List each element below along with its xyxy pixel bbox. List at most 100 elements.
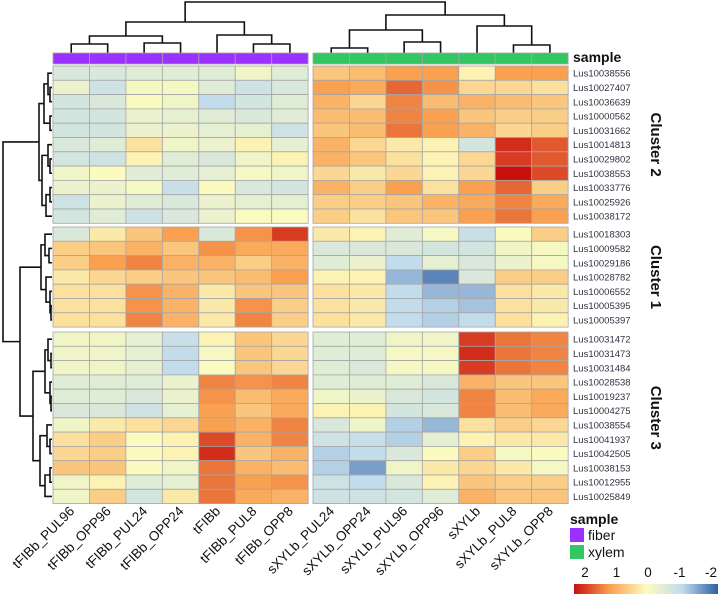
heatmap-cell [494, 94, 533, 110]
dendrogram-branch [476, 25, 533, 53]
colorbar-tick-label: -1 [673, 565, 685, 580]
heatmap-cell [271, 283, 309, 299]
heatmap-cell [271, 460, 309, 476]
heatmap-cell [531, 431, 569, 447]
heatmap-cell [421, 208, 460, 224]
row-label: Lus10006552 [573, 287, 631, 298]
row-label: Lus10038554 [573, 420, 631, 431]
heatmap-cell [125, 137, 163, 153]
heatmap-cell [494, 360, 533, 376]
cluster-label: Cluster 1 [647, 245, 664, 309]
heatmap-cell [458, 331, 496, 347]
heatmap-cell [312, 137, 350, 153]
heatmap-cell [312, 474, 350, 490]
heatmap-cell [421, 474, 460, 490]
column-label: tFIBb [190, 504, 223, 537]
heatmap-cell [198, 240, 236, 257]
heatmap-cell [385, 374, 423, 390]
heatmap-cell [271, 474, 309, 490]
heatmap-cell [161, 298, 200, 314]
heatmap-cell [234, 137, 273, 153]
colorbar-tick-label: 2 [581, 565, 589, 580]
heatmap-cell [458, 137, 496, 153]
heatmap-cell [458, 312, 496, 328]
heatmap-cell [125, 445, 163, 462]
heatmap-cell [125, 165, 163, 181]
colorbar-tick-label: 0 [644, 565, 652, 580]
heatmap-cell [198, 226, 236, 242]
heatmap-cell [421, 298, 460, 314]
heatmap-cell [234, 122, 273, 138]
heatmap-cell [421, 403, 460, 419]
heatmap-cell [89, 137, 127, 153]
heatmap-cell [494, 108, 533, 124]
heatmap-cell [234, 488, 273, 504]
heatmap-cell [161, 65, 200, 81]
heatmap-cell [385, 108, 423, 124]
heatmap-cell [312, 108, 350, 124]
dendrogram-branch [39, 434, 47, 487]
row-label: Lus10027407 [573, 83, 631, 94]
heatmap-cell [161, 488, 200, 504]
heatmap-cell [198, 488, 236, 504]
legend: sample fiber xylem 2 1 0 -1 -2 [570, 511, 718, 594]
legend-label-xylem: xylem [588, 544, 625, 560]
heatmap-cell [385, 226, 423, 242]
heatmap-cell [198, 108, 236, 124]
row-label: Lus10000562 [573, 112, 631, 123]
dendrogram-branch [50, 352, 52, 369]
heatmap-cell [531, 194, 569, 210]
heatmap-cell [494, 474, 533, 490]
heatmap-cell [234, 360, 273, 376]
heatmap-cell [494, 460, 533, 476]
heatmap-cell [349, 137, 387, 153]
heatmap-cell [271, 312, 309, 328]
heatmap-cell [271, 255, 309, 271]
heatmap-cell [234, 255, 273, 271]
heatmap-cell [89, 240, 127, 257]
row-label: Lus10019237 [573, 392, 631, 403]
heatmap-cell [458, 445, 496, 462]
heatmap-cells [52, 65, 569, 504]
heatmap-cell [458, 474, 496, 490]
legend-swatch-xylem [570, 545, 584, 559]
heatmap-cell [531, 179, 569, 196]
heatmap-cell [494, 65, 533, 81]
heatmap-cell [89, 208, 127, 224]
heatmap-cell [312, 240, 350, 257]
heatmap-cell [349, 374, 387, 390]
heatmap-cell [312, 79, 350, 96]
heatmap-cell [385, 79, 423, 96]
heatmap-cell [271, 194, 309, 210]
annotation-cell-fiber [52, 52, 90, 65]
heatmap-cell [349, 108, 387, 124]
heatmap-cell [385, 431, 423, 447]
annotation-cell-xylem [385, 52, 423, 65]
heatmap-cell [125, 79, 163, 96]
heatmap-cell [385, 179, 423, 196]
heatmap-cell [234, 194, 273, 210]
annotation-cell-fiber [125, 52, 163, 65]
heatmap-cell [385, 65, 423, 81]
heatmap-cell [125, 374, 163, 390]
heatmap-cell [531, 345, 569, 361]
heatmap-cell [125, 194, 163, 210]
heatmap-cell [234, 179, 273, 196]
heatmap-cell [349, 488, 387, 504]
heatmap-cell [385, 255, 423, 271]
heatmap-cell [349, 431, 387, 447]
heatmap-cell [161, 460, 200, 476]
annotation-cell-xylem [531, 52, 569, 65]
heatmap-cell [52, 474, 90, 490]
heatmap-cell [89, 165, 127, 181]
heatmap-cell [89, 417, 127, 433]
heatmap-cell [494, 374, 533, 390]
heatmap-cell [494, 417, 533, 433]
heatmap-cell [458, 417, 496, 433]
column-label: tFIBb_PUL96 [9, 504, 77, 572]
row-label: Lus10004275 [573, 406, 631, 417]
heatmap-cell [531, 388, 569, 404]
annotation-cell-fiber [234, 52, 273, 65]
dendrogram-branch [41, 154, 48, 207]
heatmap-cell [89, 255, 127, 271]
